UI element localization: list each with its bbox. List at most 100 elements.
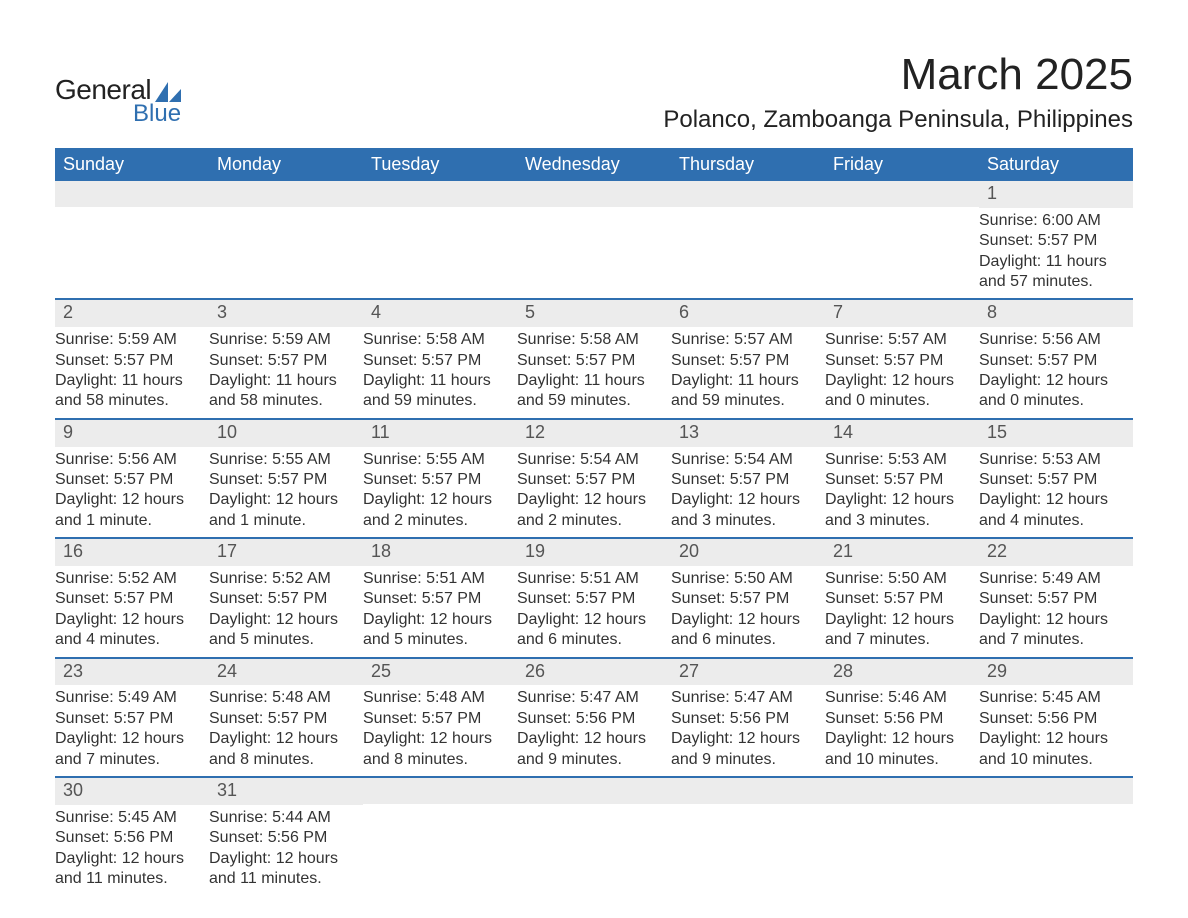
calendar-daylight-line2: and 1 minute.	[209, 511, 363, 531]
calendar-daylight-line1: Daylight: 12 hours	[517, 490, 671, 510]
calendar-cell: 5Sunrise: 5:58 AMSunset: 5:57 PMDaylight…	[517, 300, 671, 417]
calendar-daylight-line2: and 2 minutes.	[517, 511, 671, 531]
calendar-daylight-line1: Daylight: 11 hours	[363, 371, 517, 391]
calendar-sunset: Sunset: 5:57 PM	[55, 470, 209, 490]
calendar-day-body: Sunrise: 5:51 AMSunset: 5:57 PMDaylight:…	[363, 566, 517, 657]
calendar-blank-daynum	[825, 181, 979, 207]
calendar-daylight-line1: Daylight: 11 hours	[517, 371, 671, 391]
calendar-daylight-line1: Daylight: 11 hours	[209, 371, 363, 391]
calendar-cell	[55, 181, 209, 298]
calendar-daylight-line2: and 58 minutes.	[55, 391, 209, 411]
calendar-daylight-line1: Daylight: 12 hours	[517, 729, 671, 749]
calendar-sunset: Sunset: 5:56 PM	[55, 828, 209, 848]
header: General Blue March 2025 Polanco, Zamboan…	[55, 50, 1133, 134]
calendar-daylight-line1: Daylight: 12 hours	[825, 371, 979, 391]
calendar-day-body: Sunrise: 5:48 AMSunset: 5:57 PMDaylight:…	[363, 685, 517, 776]
day-label-tue: Tuesday	[363, 148, 517, 181]
calendar-day-body: Sunrise: 5:53 AMSunset: 5:57 PMDaylight:…	[825, 447, 979, 538]
calendar-day-number: 12	[517, 420, 671, 447]
calendar-sunrise: Sunrise: 5:53 AM	[979, 450, 1133, 470]
calendar-cell	[517, 181, 671, 298]
calendar-day-number: 6	[671, 300, 825, 327]
calendar-sunrise: Sunrise: 5:59 AM	[209, 330, 363, 350]
calendar-cell: 10Sunrise: 5:55 AMSunset: 5:57 PMDayligh…	[209, 420, 363, 537]
calendar-day-number: 5	[517, 300, 671, 327]
calendar-day-number: 27	[671, 659, 825, 686]
calendar-daylight-line1: Daylight: 12 hours	[979, 490, 1133, 510]
calendar-day-number: 23	[55, 659, 209, 686]
calendar-daylight-line2: and 58 minutes.	[209, 391, 363, 411]
calendar-sunrise: Sunrise: 5:46 AM	[825, 688, 979, 708]
calendar-cell	[825, 778, 979, 895]
calendar-week: 1Sunrise: 6:00 AMSunset: 5:57 PMDaylight…	[55, 181, 1133, 298]
calendar-daylight-line1: Daylight: 12 hours	[825, 490, 979, 510]
calendar-sunset: Sunset: 5:57 PM	[55, 709, 209, 729]
calendar-day-body: Sunrise: 5:59 AMSunset: 5:57 PMDaylight:…	[209, 327, 363, 418]
calendar-sunrise: Sunrise: 5:58 AM	[517, 330, 671, 350]
calendar-sunrise: Sunrise: 5:54 AM	[517, 450, 671, 470]
calendar-sunrise: Sunrise: 5:55 AM	[209, 450, 363, 470]
calendar-sunset: Sunset: 5:57 PM	[363, 709, 517, 729]
calendar-sunset: Sunset: 5:57 PM	[517, 470, 671, 490]
calendar-daylight-line2: and 11 minutes.	[209, 869, 363, 889]
calendar-day-number: 1	[979, 181, 1133, 208]
calendar-daylight-line2: and 7 minutes.	[55, 750, 209, 770]
calendar-daylight-line2: and 0 minutes.	[825, 391, 979, 411]
calendar-cell	[671, 778, 825, 895]
calendar-blank-daynum	[363, 778, 517, 804]
calendar-day-number: 4	[363, 300, 517, 327]
calendar-week: 2Sunrise: 5:59 AMSunset: 5:57 PMDaylight…	[55, 298, 1133, 417]
logo-word-blue: Blue	[133, 100, 181, 128]
calendar-daylight-line1: Daylight: 12 hours	[55, 849, 209, 869]
calendar-daylight-line1: Daylight: 12 hours	[363, 610, 517, 630]
calendar-daylight-line1: Daylight: 12 hours	[979, 610, 1133, 630]
calendar-daylight-line1: Daylight: 12 hours	[671, 729, 825, 749]
calendar-day-number: 14	[825, 420, 979, 447]
calendar-daylight-line2: and 8 minutes.	[209, 750, 363, 770]
calendar-sunrise: Sunrise: 5:56 AM	[979, 330, 1133, 350]
calendar-sunset: Sunset: 5:57 PM	[825, 470, 979, 490]
calendar-sunset: Sunset: 5:57 PM	[825, 351, 979, 371]
calendar-day-number: 7	[825, 300, 979, 327]
calendar-day-number: 13	[671, 420, 825, 447]
calendar-blank-daynum	[979, 778, 1133, 804]
calendar-cell: 11Sunrise: 5:55 AMSunset: 5:57 PMDayligh…	[363, 420, 517, 537]
calendar-cell	[979, 778, 1133, 895]
calendar-cell: 26Sunrise: 5:47 AMSunset: 5:56 PMDayligh…	[517, 659, 671, 776]
calendar-blank-daynum	[517, 181, 671, 207]
calendar-day-body: Sunrise: 5:45 AMSunset: 5:56 PMDaylight:…	[979, 685, 1133, 776]
day-label-thu: Thursday	[671, 148, 825, 181]
calendar-day-number: 17	[209, 539, 363, 566]
calendar-day-body: Sunrise: 5:52 AMSunset: 5:57 PMDaylight:…	[55, 566, 209, 657]
calendar-day-body: Sunrise: 5:47 AMSunset: 5:56 PMDaylight:…	[671, 685, 825, 776]
calendar-daylight-line1: Daylight: 12 hours	[671, 490, 825, 510]
calendar-daylight-line1: Daylight: 12 hours	[979, 371, 1133, 391]
calendar-sunrise: Sunrise: 5:59 AM	[55, 330, 209, 350]
calendar-daylight-line1: Daylight: 11 hours	[55, 371, 209, 391]
calendar-sunset: Sunset: 5:57 PM	[825, 589, 979, 609]
calendar-sunrise: Sunrise: 5:55 AM	[363, 450, 517, 470]
calendar-cell: 3Sunrise: 5:59 AMSunset: 5:57 PMDaylight…	[209, 300, 363, 417]
calendar-daylight-line1: Daylight: 12 hours	[517, 610, 671, 630]
calendar-day-body: Sunrise: 6:00 AMSunset: 5:57 PMDaylight:…	[979, 208, 1133, 299]
calendar-week: 16Sunrise: 5:52 AMSunset: 5:57 PMDayligh…	[55, 537, 1133, 656]
calendar-sunrise: Sunrise: 5:51 AM	[363, 569, 517, 589]
day-label-sat: Saturday	[979, 148, 1133, 181]
calendar-cell: 13Sunrise: 5:54 AMSunset: 5:57 PMDayligh…	[671, 420, 825, 537]
calendar-cell: 2Sunrise: 5:59 AMSunset: 5:57 PMDaylight…	[55, 300, 209, 417]
calendar-day-number: 30	[55, 778, 209, 805]
calendar-day-body: Sunrise: 5:57 AMSunset: 5:57 PMDaylight:…	[671, 327, 825, 418]
calendar-cell: 27Sunrise: 5:47 AMSunset: 5:56 PMDayligh…	[671, 659, 825, 776]
calendar-cell: 1Sunrise: 6:00 AMSunset: 5:57 PMDaylight…	[979, 181, 1133, 298]
calendar-day-number: 31	[209, 778, 363, 805]
calendar-sunset: Sunset: 5:57 PM	[517, 589, 671, 609]
calendar-weeks: 1Sunrise: 6:00 AMSunset: 5:57 PMDaylight…	[55, 181, 1133, 896]
calendar-daylight-line2: and 7 minutes.	[979, 630, 1133, 650]
calendar-daylight-line2: and 10 minutes.	[979, 750, 1133, 770]
calendar-day-body: Sunrise: 5:58 AMSunset: 5:57 PMDaylight:…	[517, 327, 671, 418]
calendar-sunrise: Sunrise: 5:47 AM	[671, 688, 825, 708]
calendar-sunrise: Sunrise: 5:57 AM	[671, 330, 825, 350]
calendar-day-number: 24	[209, 659, 363, 686]
calendar-daylight-line2: and 9 minutes.	[517, 750, 671, 770]
calendar-day-body: Sunrise: 5:50 AMSunset: 5:57 PMDaylight:…	[671, 566, 825, 657]
